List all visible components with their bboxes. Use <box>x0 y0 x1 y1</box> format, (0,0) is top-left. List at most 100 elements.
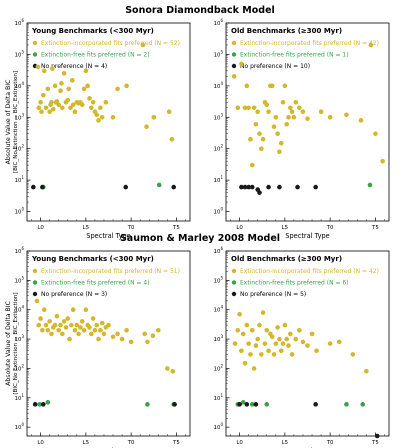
data-point <box>123 184 129 190</box>
y-axis-label: Absolute Value of Delta BIC <box>5 80 12 165</box>
data-point <box>368 42 374 48</box>
y-tick-label: 101 <box>15 393 25 402</box>
data-point <box>96 336 101 342</box>
data-point <box>72 109 78 115</box>
data-point <box>231 74 237 79</box>
data-point <box>56 102 61 108</box>
data-point <box>72 327 78 333</box>
panel-title: Old Benchmarks (≥300 Myr) <box>231 255 342 263</box>
legend-label: No preference (N = 10) <box>240 63 310 70</box>
y-tick-label: 106 <box>214 18 224 27</box>
data-point <box>237 402 242 407</box>
y-tick-label: 104 <box>214 305 224 314</box>
data-point <box>286 343 291 348</box>
x-tick-label: T5 <box>172 440 180 446</box>
legend-label: Extinction-incorporated fits preferred (… <box>240 40 379 47</box>
data-point <box>289 109 295 115</box>
data-point <box>264 102 270 108</box>
data-point <box>275 325 280 330</box>
data-point <box>99 114 105 120</box>
data-point <box>249 184 255 190</box>
x-tick-label: T0 <box>326 225 334 231</box>
legend-label: Extinction-free fits preferred (N = 2) <box>41 52 150 59</box>
data-point <box>96 118 101 123</box>
data-point <box>280 99 286 105</box>
data-point <box>249 402 255 407</box>
data-point <box>81 327 87 333</box>
legend-marker <box>231 52 237 57</box>
legend-marker <box>231 40 237 46</box>
data-point <box>244 83 250 89</box>
data-point <box>99 320 105 326</box>
data-point <box>239 348 244 354</box>
data-point <box>74 322 80 328</box>
data-point <box>266 348 271 354</box>
y-axis-sublabel: [BIC_No Extinction − BIC_Extinction] <box>13 71 19 173</box>
x-axis-label: Spectral Type <box>86 232 130 240</box>
legend-marker <box>32 40 38 46</box>
panel-title: Young Benchmarks (<300 Myr) <box>31 27 154 35</box>
y-tick-label: 106 <box>15 246 25 255</box>
data-point <box>313 402 318 407</box>
panel-3: Old Benchmarks (≥300 Myr) 100 101 102 103 104… <box>214 246 390 448</box>
x-tick-label: T5 <box>371 440 379 446</box>
data-point <box>47 109 52 115</box>
data-point <box>115 331 120 337</box>
data-point <box>260 136 266 142</box>
data-point <box>156 327 161 333</box>
y-tick-label: 100 <box>15 422 25 431</box>
data-point <box>79 319 85 324</box>
data-point <box>156 182 162 188</box>
data-point <box>50 66 55 72</box>
data-point <box>237 311 242 317</box>
data-point <box>242 184 248 190</box>
data-point <box>255 109 260 115</box>
data-point <box>54 313 60 319</box>
data-point <box>150 333 156 339</box>
y-tick-label: 100 <box>214 422 224 431</box>
data-point <box>142 331 148 337</box>
data-point <box>94 112 100 118</box>
data-point <box>110 334 116 340</box>
y-tick-label: 103 <box>15 334 25 343</box>
data-point <box>239 61 244 67</box>
data-point <box>246 105 251 111</box>
y-tick-label: 105 <box>214 49 224 58</box>
data-point <box>54 99 60 104</box>
data-point <box>287 331 293 337</box>
y-tick-label: 106 <box>15 18 25 27</box>
data-point <box>151 114 157 120</box>
data-point <box>287 105 293 111</box>
data-point <box>269 83 275 89</box>
data-point <box>144 124 149 130</box>
data-point <box>318 109 324 115</box>
data-point <box>336 339 342 345</box>
data-point <box>58 322 63 328</box>
data-point <box>65 316 71 321</box>
data-point <box>251 105 257 111</box>
data-point <box>284 121 289 127</box>
x-tick-label: T0 <box>326 440 334 446</box>
data-point <box>344 112 349 118</box>
x-tick-label: L0 <box>236 440 243 446</box>
data-point <box>271 124 277 130</box>
data-point <box>246 184 251 190</box>
data-point <box>98 105 103 111</box>
data-point <box>36 322 42 328</box>
x-tick-label: T5 <box>172 225 180 231</box>
y-tick-label: 102 <box>214 144 224 153</box>
data-point <box>313 184 318 190</box>
data-point <box>165 366 170 371</box>
data-point <box>36 105 42 111</box>
data-point <box>264 327 270 333</box>
data-point <box>271 352 277 357</box>
data-point <box>85 83 90 89</box>
data-point <box>235 327 241 333</box>
data-point <box>39 109 44 115</box>
data-point <box>45 327 51 333</box>
data-point <box>81 86 87 92</box>
data-point <box>87 96 92 101</box>
data-point <box>67 336 72 342</box>
y-axis-sublabel: [BIC_No Extinction − BIC_Extinction] <box>13 292 19 394</box>
data-point <box>253 343 259 348</box>
